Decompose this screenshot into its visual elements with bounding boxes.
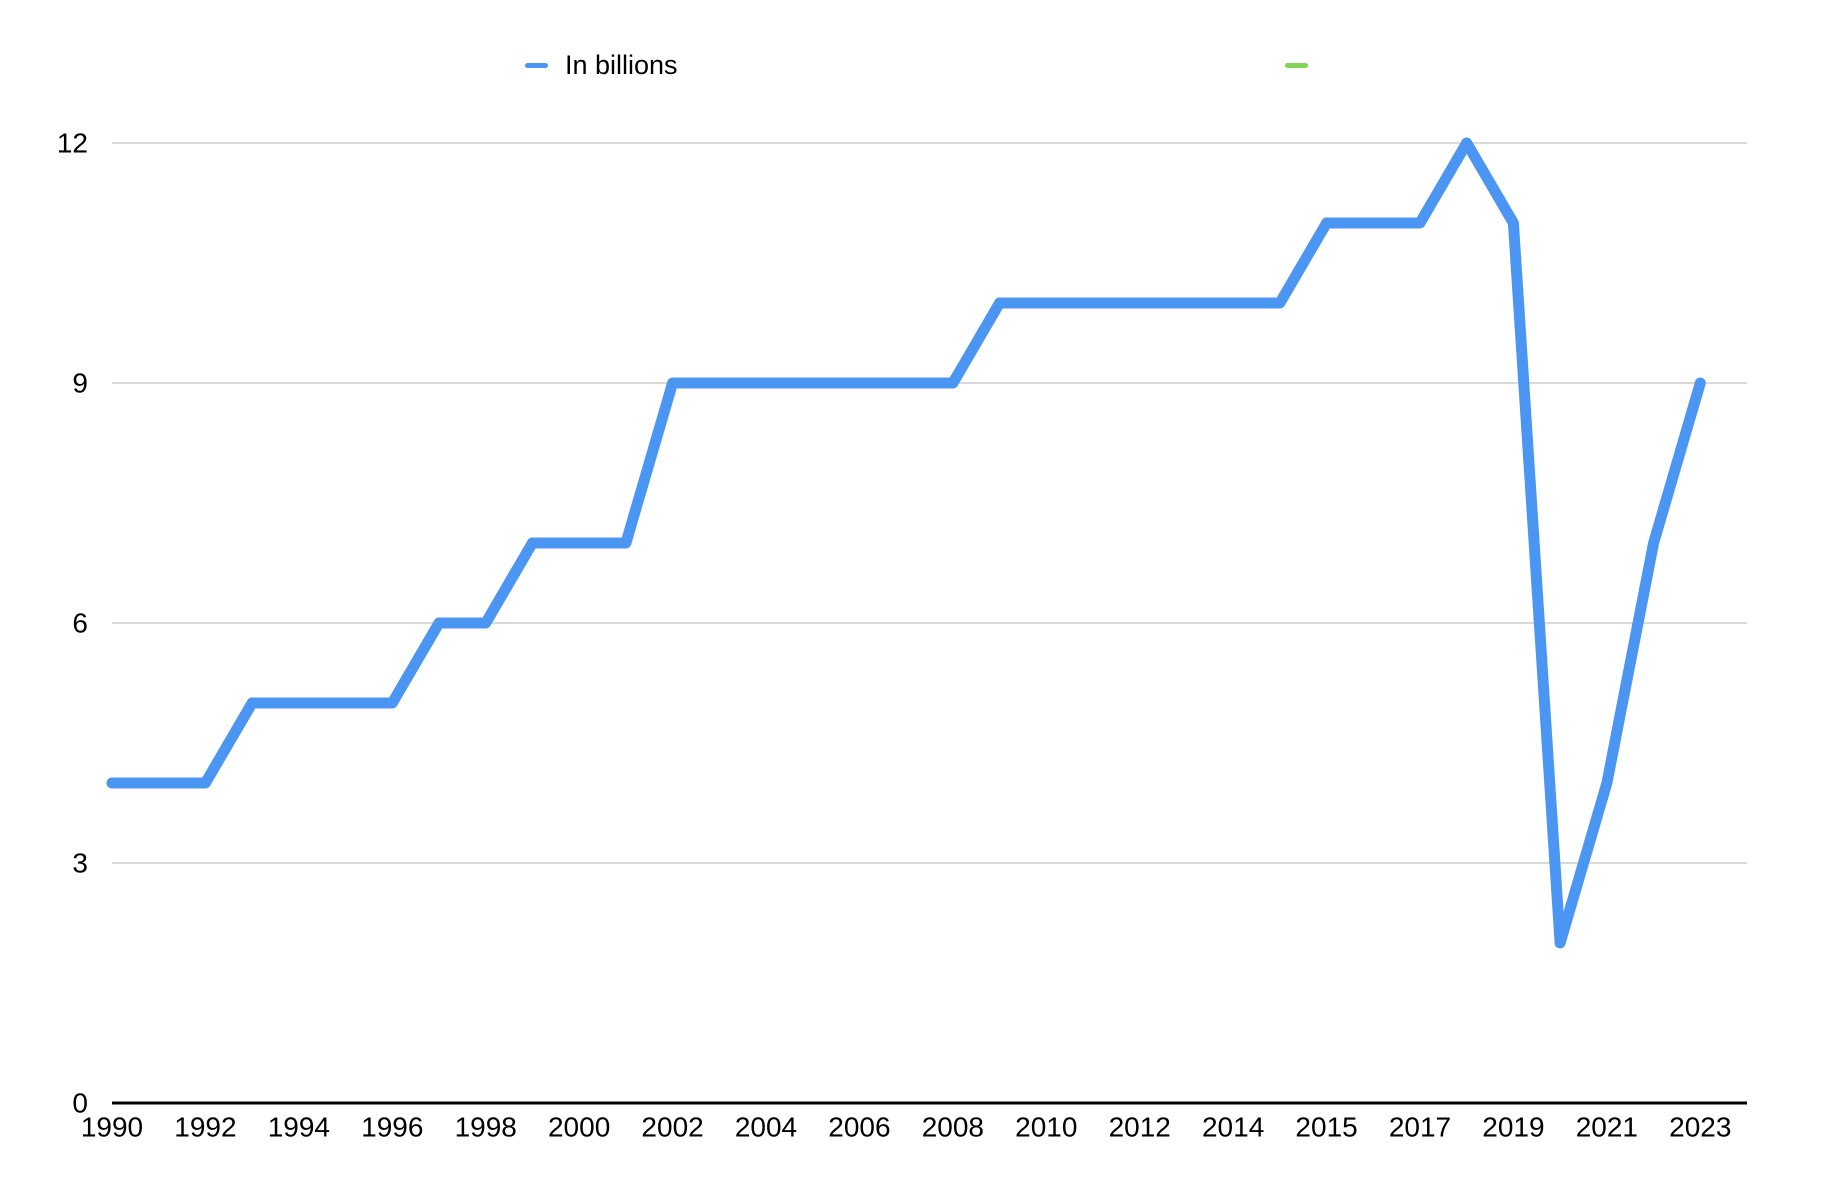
x-tick-label-2010: 2010	[1015, 1112, 1077, 1143]
x-tick-label-2015: 2015	[1295, 1112, 1357, 1143]
legend-item-series2	[1285, 48, 1308, 82]
x-tick-label-2012: 2012	[1109, 1112, 1171, 1143]
y-tick-label-3: 3	[72, 848, 88, 879]
x-tick-label-1996: 1996	[361, 1112, 423, 1143]
series-line-In billions	[106, 137, 1706, 949]
x-tick-label-2008: 2008	[922, 1112, 984, 1143]
x-tick-label-2023: 2023	[1669, 1112, 1731, 1143]
x-tick-label-2002: 2002	[641, 1112, 703, 1143]
x-tick-label-2019: 2019	[1482, 1112, 1544, 1143]
x-tick-label-2006: 2006	[828, 1112, 890, 1143]
x-tick-label-2004: 2004	[735, 1112, 797, 1143]
series1-legend-label: In billions	[565, 49, 678, 80]
y-tick-label-0: 0	[72, 1088, 88, 1119]
y-tick-label-9: 9	[72, 368, 88, 399]
x-tick-label-1992: 1992	[174, 1112, 236, 1143]
x-tick-label-1994: 1994	[268, 1112, 330, 1143]
x-tick-label-2021: 2021	[1576, 1112, 1638, 1143]
y-tick-label-6: 6	[72, 608, 88, 639]
x-tick-label-2017: 2017	[1389, 1112, 1451, 1143]
y-tick-label-12: 12	[57, 128, 88, 159]
legend-item-in-billions: In billions	[525, 48, 678, 82]
x-tick-label-1990: 1990	[81, 1112, 143, 1143]
x-tick-label-2014: 2014	[1202, 1112, 1264, 1143]
x-tick-label-1998: 1998	[455, 1112, 517, 1143]
series1-legend-swatch	[525, 62, 548, 68]
series2-legend-swatch	[1285, 62, 1308, 68]
x-tick-label-2000: 2000	[548, 1112, 610, 1143]
